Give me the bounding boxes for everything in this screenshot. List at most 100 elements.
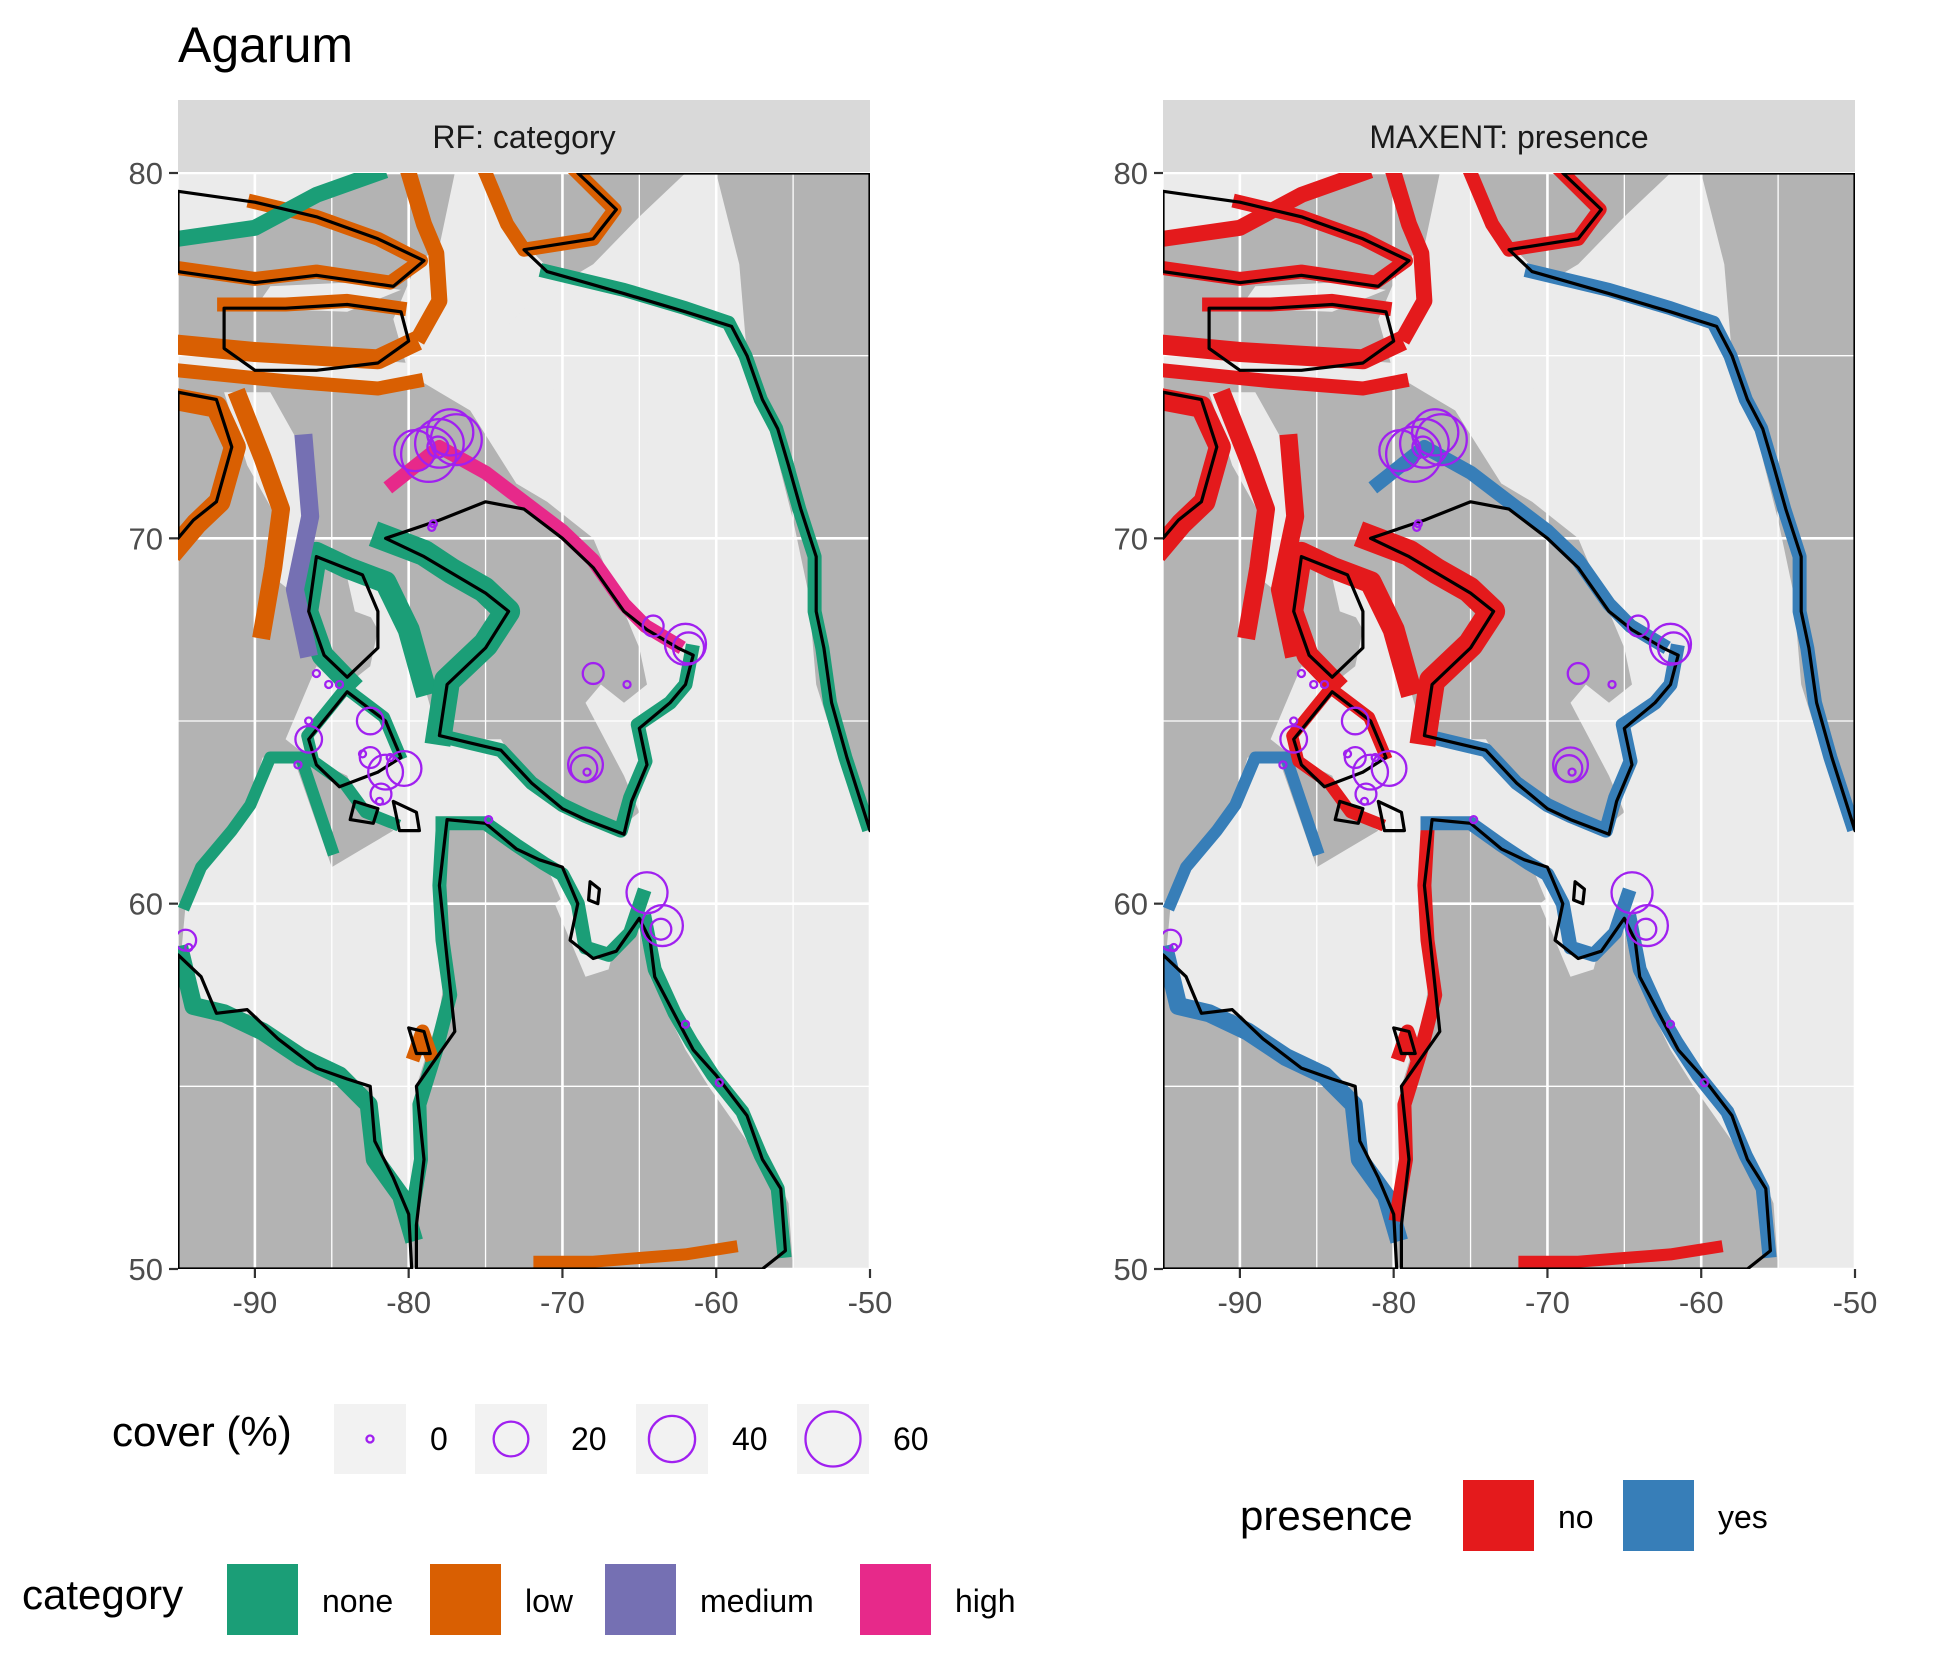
habitat-band-no xyxy=(1385,173,1433,345)
legend-presence-swatch xyxy=(1623,1480,1694,1551)
cover-point xyxy=(1607,679,1617,690)
habitat-band-no xyxy=(1202,293,1393,317)
cover-point xyxy=(1370,752,1380,763)
cover-point xyxy=(1411,435,1435,459)
coastline xyxy=(414,818,787,1269)
legend-category: category none low medium high xyxy=(22,1564,1016,1635)
y-axis-maxent: 50 60 70 80 xyxy=(1114,156,1163,1287)
cover-point xyxy=(304,716,314,726)
habitat-band-low xyxy=(227,387,290,641)
legend-cover-key xyxy=(636,1404,708,1474)
coastline xyxy=(307,690,403,789)
habitat-band-no xyxy=(1163,363,1410,396)
legend-category-swatch xyxy=(227,1564,298,1635)
cover-point xyxy=(355,706,385,736)
coastline xyxy=(1163,189,1411,288)
cover-point xyxy=(1359,796,1370,807)
strip-rf xyxy=(178,100,870,172)
x-tick-label: -70 xyxy=(1525,1285,1570,1320)
cover-point xyxy=(324,679,334,690)
coastline xyxy=(178,390,234,540)
x-tick-label: -60 xyxy=(1679,1285,1724,1320)
legend-category-swatch xyxy=(430,1564,501,1635)
cover-point xyxy=(671,631,706,665)
habitat-band-medium xyxy=(285,433,320,659)
cover-point xyxy=(581,661,605,686)
cover-point xyxy=(1309,679,1319,690)
cover-point xyxy=(483,814,494,825)
sea-area xyxy=(416,173,794,521)
habitat-band-yes xyxy=(1163,751,1325,912)
legend-category-label: none xyxy=(322,1583,393,1619)
coastline xyxy=(307,555,380,679)
legend-category-label: low xyxy=(525,1583,574,1619)
x-tick-label: -50 xyxy=(1833,1285,1878,1320)
cover-point xyxy=(663,622,708,666)
cover-point xyxy=(425,408,475,457)
cover-point xyxy=(184,942,194,953)
habitat-band-no xyxy=(1163,173,1374,247)
cover-point xyxy=(1319,679,1330,690)
habitat-band-low xyxy=(178,363,425,396)
cover-point xyxy=(428,519,438,529)
legend-cover-key xyxy=(797,1404,869,1474)
cover-points-maxent xyxy=(1163,408,1709,1088)
legend-cover-title: cover (%) xyxy=(112,1408,292,1455)
cover-point xyxy=(334,679,345,690)
legend-cover-label: 60 xyxy=(893,1421,929,1457)
legend-category-label: high xyxy=(955,1583,1016,1619)
cover-point xyxy=(1278,760,1288,770)
coastline xyxy=(1369,500,1680,836)
y-tick-label: 50 xyxy=(1114,1252,1148,1287)
habitat-band-none xyxy=(178,943,423,1244)
coastline xyxy=(384,500,695,836)
habitat-band-low xyxy=(533,1240,739,1268)
y-tick-label: 60 xyxy=(129,887,163,922)
legend-category-label: medium xyxy=(700,1583,814,1619)
cover-point xyxy=(569,754,599,783)
y-axis-rf: 50 60 70 80 xyxy=(129,156,178,1287)
legend-presence-label: yes xyxy=(1718,1499,1768,1535)
legend-category-swatch xyxy=(605,1564,676,1635)
coastline xyxy=(1292,555,1365,679)
cover-point xyxy=(1279,724,1309,754)
legend-presence-swatch xyxy=(1463,1480,1534,1551)
cover-point xyxy=(367,753,405,791)
cover-point xyxy=(413,417,465,469)
coastline xyxy=(222,302,411,372)
y-tick-label: 70 xyxy=(129,521,163,556)
cover-point xyxy=(1625,903,1670,948)
legend-cover-circle xyxy=(804,1410,862,1468)
cover-point xyxy=(1169,942,1179,953)
x-tick-label: -70 xyxy=(540,1285,585,1320)
cover-point xyxy=(294,724,324,754)
coastline xyxy=(348,799,380,825)
cover-point xyxy=(1554,754,1584,783)
legend-cover-circle xyxy=(647,1414,697,1464)
x-tick-label: -80 xyxy=(1371,1285,1416,1320)
legend-cover-label: 0 xyxy=(430,1421,448,1457)
cover-point xyxy=(385,752,395,763)
strip-label-maxent: MAXENT: presence xyxy=(1369,119,1648,155)
cover-point xyxy=(1634,917,1658,941)
panel-maxent-presence: MAXENT: presence -90 -80 -70 -60 -50 50 60 70 8… xyxy=(1114,100,1878,1320)
cover-point xyxy=(293,760,303,770)
coastline xyxy=(1292,690,1388,789)
x-tick-label: -90 xyxy=(232,1285,277,1320)
y-tick-label: 80 xyxy=(129,156,163,191)
x-tick-label: -50 xyxy=(848,1285,893,1320)
legend-cover-key xyxy=(475,1404,547,1474)
habitat-band-none xyxy=(178,173,389,247)
cover-point xyxy=(1566,661,1590,686)
cover-point xyxy=(649,917,673,941)
legend-cover: cover (%) 0 20 40 60 xyxy=(112,1404,929,1474)
cover-point xyxy=(1410,408,1460,457)
legend-cover-key xyxy=(334,1404,406,1474)
cover-point xyxy=(582,767,592,777)
coastline xyxy=(1507,173,1855,833)
cover-point xyxy=(358,745,382,770)
habitat-band-no xyxy=(1212,387,1275,641)
cover-point xyxy=(385,749,423,788)
y-tick-label: 70 xyxy=(1114,521,1148,556)
x-tick-label: -80 xyxy=(386,1285,431,1320)
